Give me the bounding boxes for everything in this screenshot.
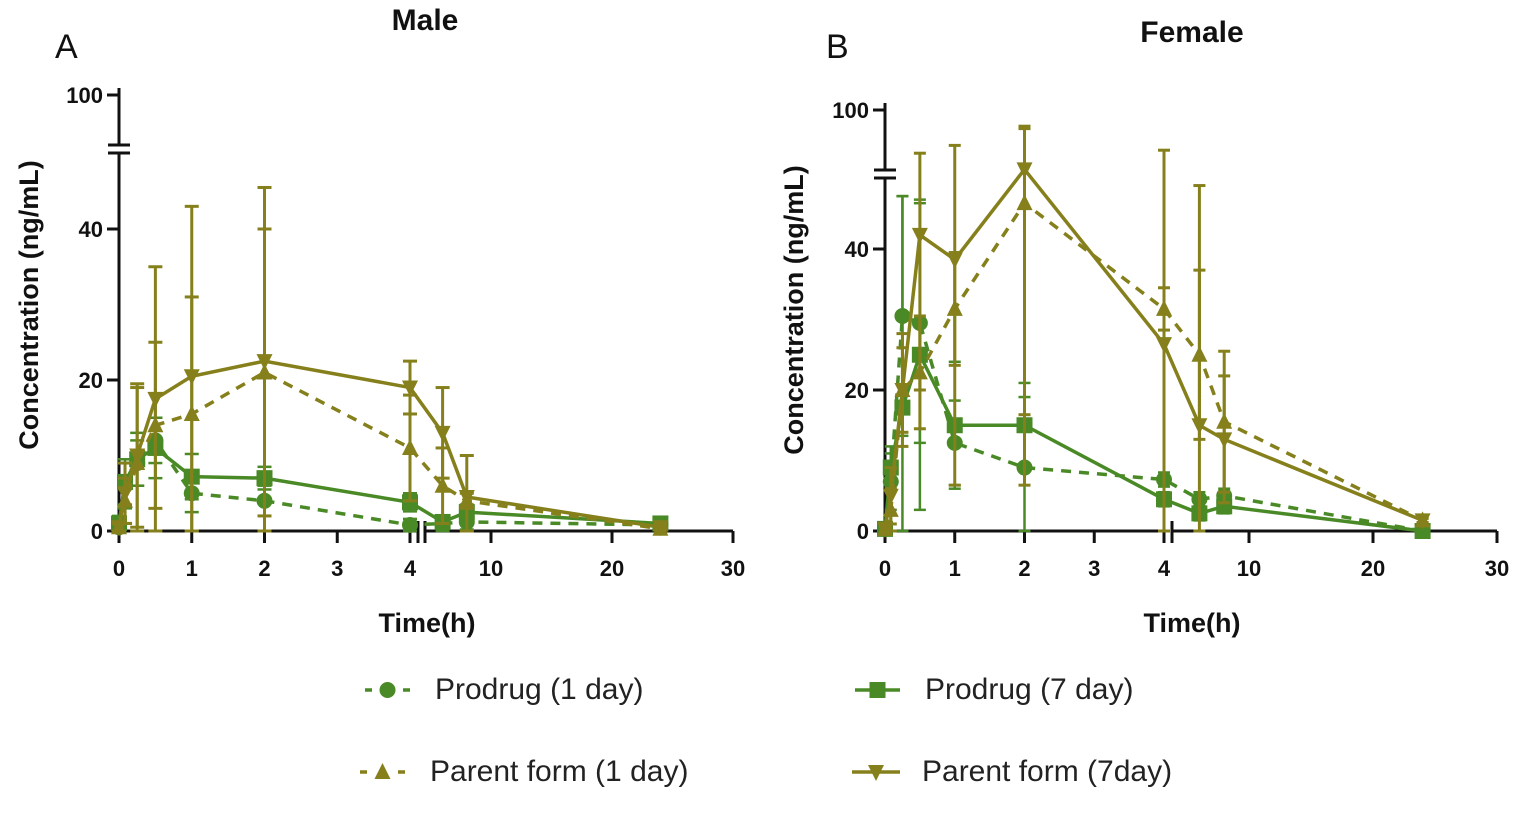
triangle-down-marker xyxy=(1414,513,1431,530)
x-tick-label: 3 xyxy=(1088,556,1100,581)
x-tick-label: 30 xyxy=(721,556,745,581)
triangle-down-marker xyxy=(434,425,451,442)
triangle-down-marker xyxy=(458,490,475,507)
triangle-down-marker xyxy=(147,391,164,408)
error-bar xyxy=(948,143,961,487)
triangle-down-marker xyxy=(1191,418,1208,435)
error-bar xyxy=(1193,184,1206,533)
series-line xyxy=(117,359,661,529)
y-tick-label: 20 xyxy=(79,368,103,393)
x-tick-label: 2 xyxy=(1018,556,1030,581)
triangle-down-marker xyxy=(868,765,884,781)
square-marker xyxy=(402,494,418,511)
legend-item-prodrug-7day: Prodrug (7 day) xyxy=(855,673,1133,706)
x-tick-label: 0 xyxy=(879,556,891,581)
series-line xyxy=(883,166,1424,530)
x-tick-label: 4 xyxy=(1158,556,1171,581)
series-line xyxy=(117,370,661,531)
x-tick-label: 2 xyxy=(258,556,270,581)
x-tick-label: 20 xyxy=(1361,556,1385,581)
x-tick-label: 1 xyxy=(949,556,961,581)
x-tick-label: 0 xyxy=(113,556,125,581)
circle-marker xyxy=(379,682,396,698)
y-tick-label: 40 xyxy=(845,237,869,262)
legend-label: Prodrug (1 day) xyxy=(435,673,643,706)
x-tick-label: 30 xyxy=(1485,556,1509,581)
triangle-down-marker xyxy=(877,521,893,538)
error-bar xyxy=(913,151,926,392)
triangle-down-marker xyxy=(894,383,911,399)
triangle-marker xyxy=(374,763,391,779)
legend-symbol xyxy=(855,682,900,698)
triangle-down-marker xyxy=(1016,162,1033,179)
axes xyxy=(873,103,1499,543)
legend: Prodrug (1 day) Prodrug (7 day) Parent f… xyxy=(360,673,1172,788)
chart-title: Female xyxy=(1140,16,1243,49)
triangle-down-marker xyxy=(256,354,273,371)
x-tick-label: 10 xyxy=(479,556,503,581)
triangle-marker xyxy=(434,476,451,493)
panel-letter: A xyxy=(55,28,78,66)
y-axis-label: Concentration (ng/mL) xyxy=(779,165,809,454)
y-tick-label: 0 xyxy=(91,519,103,544)
circle-marker xyxy=(402,516,418,533)
triangle-down-marker xyxy=(117,486,134,503)
legend-label: Parent form (1 day) xyxy=(430,755,688,788)
legend-symbol xyxy=(365,682,410,698)
triangle-down-marker xyxy=(911,227,928,244)
legend-label: Parent form (7day) xyxy=(922,755,1172,788)
triangle-marker xyxy=(402,438,418,455)
triangle-down-marker xyxy=(183,369,200,386)
triangle-down-marker xyxy=(129,448,146,465)
y-tick-label: 100 xyxy=(832,98,869,123)
x-tick-label: 1 xyxy=(186,556,198,581)
error-bar xyxy=(184,204,199,533)
x-tick-label: 3 xyxy=(331,556,343,581)
axes xyxy=(107,88,735,543)
triangle-down-marker xyxy=(882,488,899,505)
legend-symbol xyxy=(360,763,405,779)
y-tick-label: 40 xyxy=(79,217,103,242)
series-line xyxy=(117,445,661,526)
x-tick-label: 4 xyxy=(404,556,417,581)
legend-item-parent-7day: Parent form (7day) xyxy=(852,755,1172,788)
x-tick-label: 10 xyxy=(1237,556,1261,581)
triangle-down-marker xyxy=(1156,337,1172,354)
legend-symbol xyxy=(852,765,900,781)
y-tick-label: 100 xyxy=(66,83,103,108)
series-1 xyxy=(877,194,1431,539)
series-3 xyxy=(111,185,669,537)
chart-title: Male xyxy=(392,4,459,37)
x-tick-label: 20 xyxy=(600,556,624,581)
series-line xyxy=(883,313,1423,533)
y-axis-label: Concentration (ng/mL) xyxy=(14,160,44,449)
legend-item-prodrug-1day: Prodrug (1 day) xyxy=(365,673,643,706)
triangle-down-marker xyxy=(111,520,127,537)
x-axis-label: Time(h) xyxy=(1143,608,1240,638)
triangle-down-marker xyxy=(946,252,963,269)
series-3 xyxy=(877,127,1431,538)
y-tick-label: 0 xyxy=(857,519,869,544)
series-line xyxy=(883,350,1423,533)
square-marker xyxy=(869,682,886,698)
y-tick-label: 20 xyxy=(845,378,869,403)
legend-item-parent-1day: Parent form (1 day) xyxy=(360,755,688,788)
triangle-down-marker xyxy=(1216,432,1233,449)
panel-letter: B xyxy=(826,28,849,66)
triangle-down-marker xyxy=(402,380,418,397)
x-axis-label: Time(h) xyxy=(378,608,475,638)
legend-label: Prodrug (7 day) xyxy=(925,673,1133,706)
triangle-down-marker xyxy=(652,520,669,537)
